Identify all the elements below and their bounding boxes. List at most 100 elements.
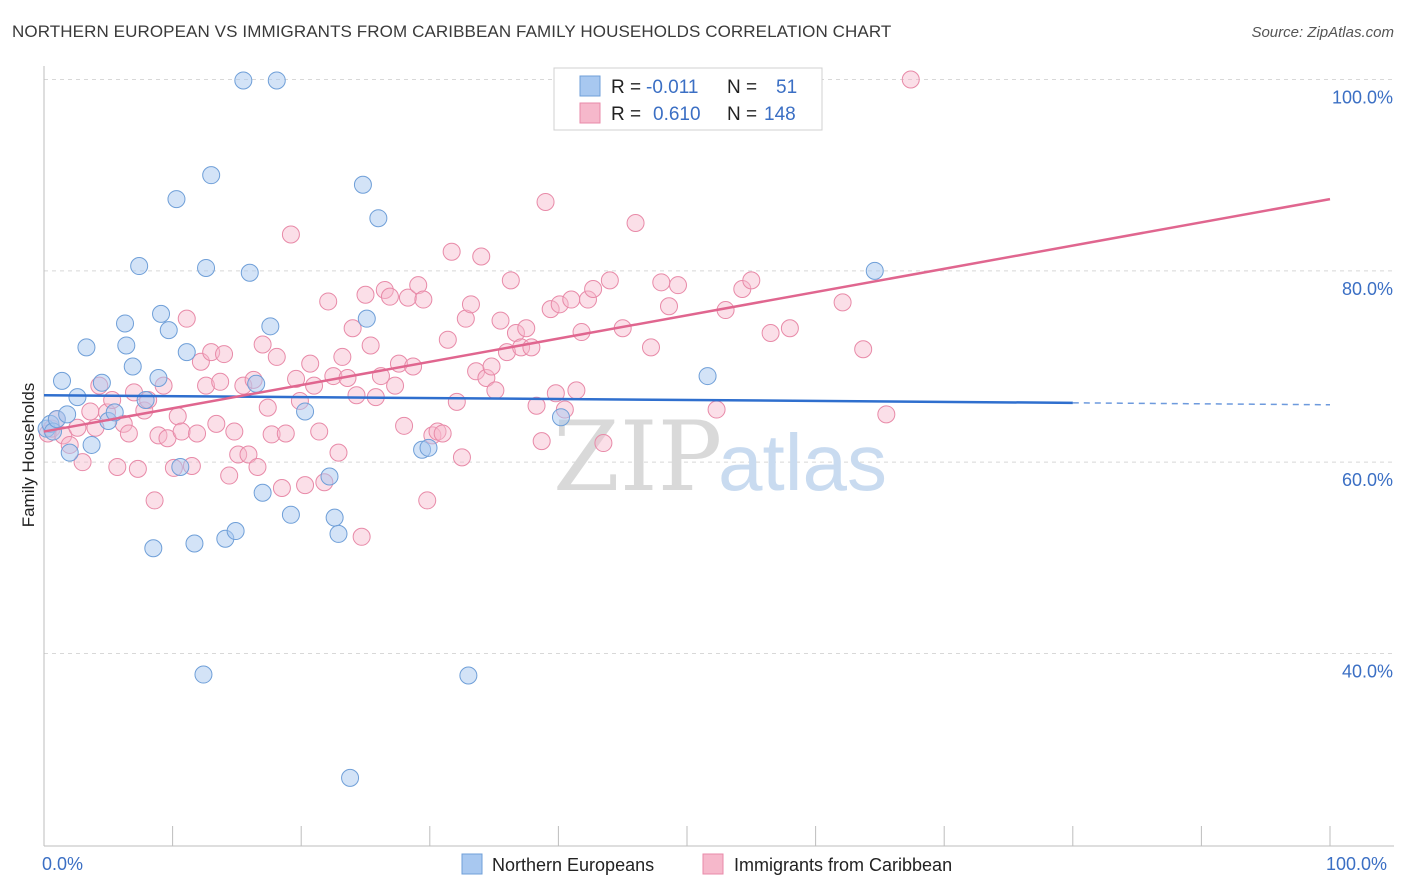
trend-line-caribbean — [43, 197, 1331, 433]
caribbean-point — [532, 432, 551, 451]
northern-european-point — [234, 71, 253, 90]
northern-european-point — [253, 483, 272, 502]
northern-european-point — [177, 343, 196, 362]
caribbean-point — [707, 400, 726, 419]
caribbean-point — [239, 445, 258, 464]
northern-european-point — [68, 388, 87, 407]
caribbean-point — [81, 402, 100, 421]
caribbean-point — [258, 398, 277, 417]
caribbean-point — [177, 309, 196, 328]
legend-bottom-swatch-pink — [702, 853, 724, 875]
caribbean-point — [433, 424, 452, 443]
y-tick-label-60: 60.0% — [1342, 470, 1393, 490]
caribbean-point — [442, 242, 461, 261]
series-northern-european-points — [37, 71, 884, 787]
caribbean-point — [486, 381, 505, 400]
northern-european-point — [197, 258, 216, 277]
legend-n-label-1: N = — [727, 77, 757, 98]
caribbean-point — [780, 319, 799, 338]
caribbean-point — [854, 340, 873, 359]
caribbean-point — [296, 476, 315, 495]
northern-european-point — [353, 175, 372, 194]
legend-top: R = -0.011 N = 51 R = 0.610 N = 148 — [553, 67, 823, 131]
caribbean-point — [380, 287, 399, 306]
northern-european-point — [202, 166, 221, 185]
caribbean-point — [578, 290, 597, 309]
caribbean-point — [220, 466, 239, 485]
legend-r-value-2: 0.610 — [653, 104, 701, 125]
caribbean-point — [761, 324, 780, 343]
caribbean-point — [347, 386, 366, 405]
northern-european-point — [117, 336, 136, 355]
caribbean-point — [652, 273, 671, 292]
caribbean-point — [456, 309, 475, 328]
caribbean-point — [833, 293, 852, 312]
northern-european-point — [325, 508, 344, 527]
caribbean-point — [541, 300, 560, 319]
northern-european-point — [551, 408, 570, 427]
northern-european-point — [58, 405, 77, 424]
northern-european-point — [136, 390, 155, 409]
x-tick-label-min: 0.0% — [42, 854, 83, 874]
caribbean-point — [145, 491, 164, 510]
caribbean-point — [668, 276, 687, 295]
caribbean-point — [659, 297, 678, 316]
caribbean-point — [225, 422, 244, 441]
legend-swatch-pink — [579, 102, 601, 124]
caribbean-point — [287, 369, 306, 388]
caribbean-point — [409, 276, 428, 295]
grid-lines — [44, 79, 1394, 654]
caribbean-point — [567, 381, 586, 400]
caribbean-point — [352, 527, 371, 546]
watermark-zip: ZIP — [553, 401, 722, 513]
caribbean-point — [172, 422, 191, 441]
legend-n-label-2: N = — [727, 104, 757, 125]
caribbean-point — [742, 271, 761, 290]
caribbean-point — [501, 271, 520, 290]
northern-european-point — [261, 317, 280, 336]
northern-european-point — [341, 768, 360, 787]
caribbean-point — [398, 288, 417, 307]
northern-european-point — [82, 435, 101, 454]
caribbean-point — [418, 491, 437, 510]
legend-n-value-2: 148 — [764, 104, 796, 125]
caribbean-point — [272, 478, 291, 497]
x-tick-label-max: 100.0% — [1326, 854, 1387, 874]
caribbean-point — [452, 448, 471, 467]
northern-european-point — [144, 539, 163, 558]
northern-european-point — [116, 314, 135, 333]
caribbean-point — [343, 319, 362, 338]
chart-title: NORTHERN EUROPEAN VS IMMIGRANTS FROM CAR… — [12, 22, 892, 41]
northern-european-point — [698, 367, 717, 386]
caribbean-point — [333, 347, 352, 366]
caribbean-point — [253, 335, 272, 354]
northern-european-point — [159, 321, 178, 340]
northern-european-point — [226, 522, 245, 541]
caribbean-point — [594, 434, 613, 453]
caribbean-point — [438, 330, 457, 349]
watermark-atlas: atlas — [718, 418, 887, 507]
northern-european-point — [240, 263, 259, 282]
caribbean-point — [207, 414, 226, 433]
northern-european-point — [53, 371, 72, 390]
caribbean-point — [477, 368, 496, 387]
northern-european-point — [267, 71, 286, 90]
caribbean-point — [197, 376, 216, 395]
legend-bottom-label-northern-europeans: Northern Europeans — [492, 855, 654, 875]
northern-european-point — [149, 368, 168, 387]
legend-bottom: Northern Europeans Immigrants from Carib… — [461, 853, 952, 875]
northern-european-point — [123, 357, 142, 376]
watermark: ZIP atlas — [553, 401, 887, 513]
caribbean-point — [877, 405, 896, 424]
caribbean-point — [305, 376, 324, 395]
trend-lines — [43, 197, 1331, 433]
caribbean-point — [188, 424, 207, 443]
trend-line-northern-europeans — [43, 393, 1073, 405]
northern-european-point — [92, 373, 111, 392]
caribbean-point — [546, 384, 565, 403]
caribbean-point — [262, 425, 281, 444]
northern-european-point — [369, 209, 388, 228]
caribbean-point — [329, 443, 348, 462]
legend-r-label-2: R = — [611, 104, 641, 125]
